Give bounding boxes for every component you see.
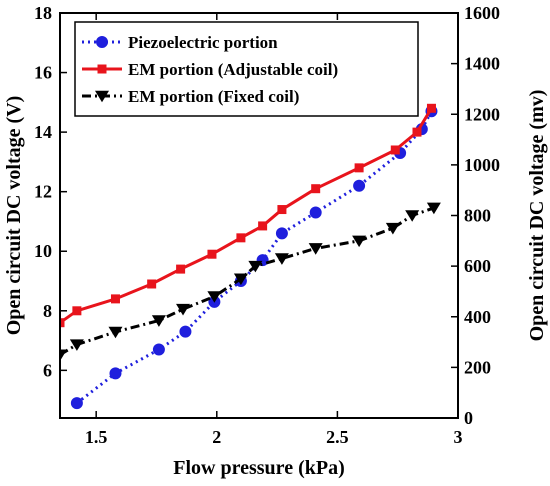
left-y-tick-label: 14 xyxy=(34,122,52,142)
data-point xyxy=(108,326,123,339)
data-point xyxy=(207,291,222,303)
legend-label: Piezoelectric portion xyxy=(128,33,278,52)
data-point xyxy=(258,221,268,231)
data-point xyxy=(309,206,322,219)
data-point xyxy=(390,145,400,155)
right-y-tick-label: 200 xyxy=(464,357,491,377)
series-line xyxy=(75,110,433,405)
legend-entry: Piezoelectric portion xyxy=(82,33,278,52)
data-point xyxy=(353,179,366,192)
x-tick-label: 1.5 xyxy=(85,427,108,447)
x-tick-label: 2 xyxy=(212,427,221,447)
right-y-tick-label: 800 xyxy=(464,206,491,226)
ticks-layer: 1.5 2 2.5 3 6 8 10 12 14 16 18 0 200 400 600 800 1000 120… xyxy=(34,3,500,447)
series-0 xyxy=(70,105,438,410)
data-point xyxy=(352,235,367,248)
data-point xyxy=(412,127,422,137)
series-layer xyxy=(60,103,441,410)
data-point xyxy=(426,202,441,215)
data-point xyxy=(207,249,217,259)
legend-entry: EM portion (Adjustable coil) xyxy=(82,60,338,79)
legend: Piezoelectric portion EM portion (Adjusta… xyxy=(74,21,419,117)
left-y-axis-title: Open circuit DC voltage (V) xyxy=(3,96,25,336)
data-point xyxy=(72,306,82,316)
data-point xyxy=(275,227,288,240)
legend-label: EM portion (Fixed coil) xyxy=(128,87,299,106)
data-point xyxy=(354,163,364,173)
left-y-tick-label: 12 xyxy=(34,182,52,202)
right-y-tick-label: 1400 xyxy=(464,54,500,74)
x-axis-title: Flow pressure (kPa) xyxy=(173,457,344,479)
left-y-tick-label: 16 xyxy=(34,63,52,83)
series-1 xyxy=(60,103,436,328)
data-point xyxy=(405,210,420,222)
x-tick-label: 2.5 xyxy=(326,427,349,447)
data-point xyxy=(308,243,323,255)
data-point xyxy=(385,222,400,235)
right-y-tick-label: 1600 xyxy=(464,3,500,23)
data-point xyxy=(176,303,191,316)
left-y-tick-label: 10 xyxy=(34,241,52,261)
left-y-tick-label: 6 xyxy=(43,360,52,380)
right-y-tick-label: 600 xyxy=(464,256,491,276)
right-y-tick-label: 400 xyxy=(464,307,491,327)
data-point xyxy=(69,339,84,351)
data-point xyxy=(60,318,65,328)
legend-marker xyxy=(97,64,107,74)
data-point xyxy=(70,397,83,410)
legend-marker xyxy=(95,90,109,103)
right-y-tick-label: 1000 xyxy=(464,155,500,175)
data-point xyxy=(233,273,248,286)
data-point xyxy=(274,253,289,265)
legend-label: EM portion (Adjustable coil) xyxy=(128,60,338,79)
series-line xyxy=(60,107,433,324)
right-y-tick-label: 0 xyxy=(464,408,473,428)
right-y-tick-label: 1200 xyxy=(464,104,500,124)
x-tick-label: 3 xyxy=(454,427,463,447)
legend-entry: EM portion (Fixed coil) xyxy=(82,87,299,106)
right-y-axis-title: Open circuit DC voltage (mv) xyxy=(526,90,548,342)
data-point xyxy=(277,205,287,215)
series-2 xyxy=(60,202,441,362)
data-point xyxy=(151,315,166,327)
data-point xyxy=(60,349,67,362)
data-point xyxy=(311,184,321,194)
legend-box xyxy=(74,21,419,117)
data-point xyxy=(152,343,165,356)
legend-marker xyxy=(96,36,108,48)
data-point xyxy=(236,233,246,243)
data-point xyxy=(179,325,192,338)
data-point xyxy=(248,260,263,273)
data-point xyxy=(176,264,186,274)
data-point xyxy=(110,294,120,304)
data-point xyxy=(426,103,436,113)
data-point xyxy=(147,279,157,289)
left-y-tick-label: 18 xyxy=(34,3,52,23)
data-point xyxy=(109,367,122,380)
left-y-tick-label: 8 xyxy=(43,301,52,321)
